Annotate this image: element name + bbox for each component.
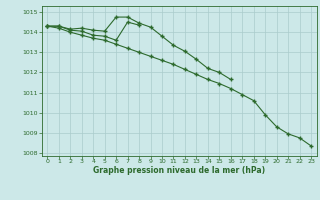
X-axis label: Graphe pression niveau de la mer (hPa): Graphe pression niveau de la mer (hPa): [93, 166, 265, 175]
